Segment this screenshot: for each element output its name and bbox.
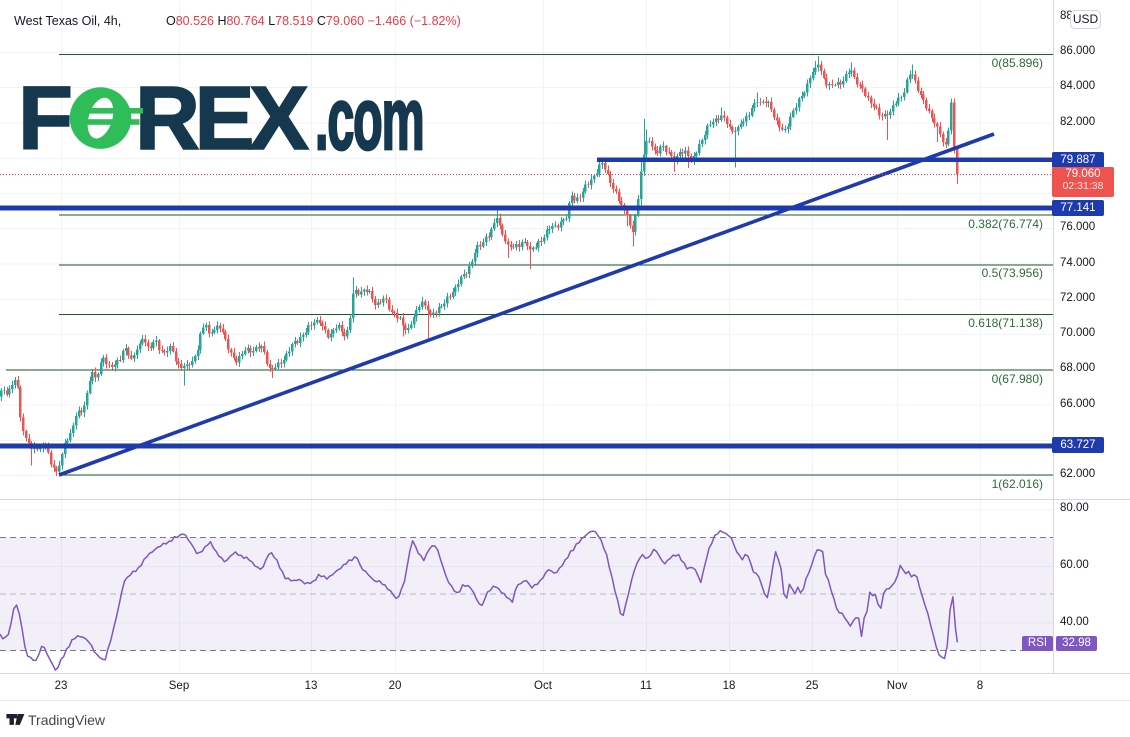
svg-text:REX: REX [135, 80, 309, 160]
svg-text:F: F [18, 80, 73, 160]
svg-text:.com: .com [315, 80, 424, 160]
